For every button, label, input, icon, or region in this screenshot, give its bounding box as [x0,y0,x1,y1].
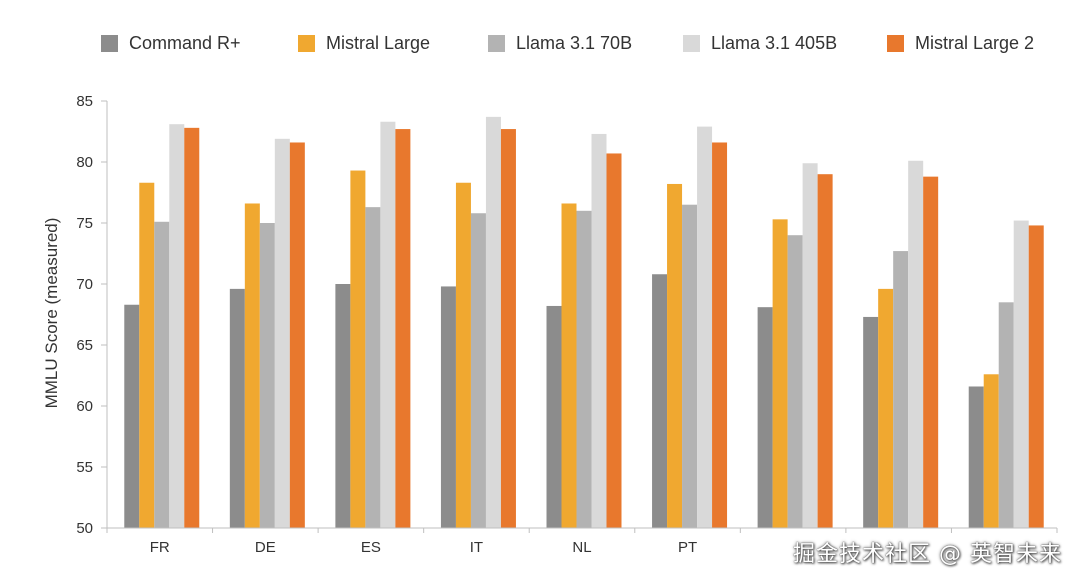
y-axis: 50 55 60 65 70 75 80 85 [76,93,108,537]
y-tick-label: 70 [76,276,93,293]
bar [485,116,501,529]
bar [365,207,381,528]
bar [998,302,1014,528]
bar [878,288,894,528]
legend: Command R+ Mistral Large Llama 3.1 70B Llam… [101,33,1034,53]
bar [259,223,275,528]
bar [787,235,803,528]
bar [983,374,999,528]
bar [772,219,788,528]
x-tick-label: DE [255,539,276,556]
bar [169,124,185,529]
y-tick-label: 75 [76,215,93,232]
bar [757,307,773,528]
legend-label: Llama 3.1 70B [516,33,632,53]
x-tick-label: ES [361,539,381,556]
x-axis: FR DE ES IT NL PT [106,527,1058,556]
bar [500,129,516,528]
bar [395,129,411,528]
bar [380,121,396,529]
bar [863,316,879,528]
bar [335,284,351,528]
bar [923,176,939,528]
bar [184,127,200,528]
legend-swatch [488,35,505,52]
bar [154,221,170,528]
legend-swatch [683,35,700,52]
bar [817,174,833,528]
bar [682,204,698,528]
bar [350,170,366,529]
y-tick-label: 50 [76,520,93,537]
bar [697,126,713,529]
y-tick-label: 80 [76,154,93,171]
legend-label: Mistral Large 2 [915,33,1034,53]
bar [440,286,456,528]
bar [667,183,683,528]
bar [139,182,155,529]
y-axis-title: MMLU Score (measured) [42,218,61,409]
legend-swatch [101,35,118,52]
bar [124,304,140,528]
x-tick-label: NL [572,539,591,556]
legend-swatch [887,35,904,52]
y-tick-label: 65 [76,337,93,354]
bars [124,116,1044,529]
bar [802,163,818,528]
bar [274,138,290,528]
y-tick-label: 85 [76,93,93,110]
bar [968,386,984,528]
bar [455,182,471,529]
bar [712,142,728,529]
legend-label: Command R+ [129,33,241,53]
x-tick-label: FR [150,539,170,556]
bar [470,213,486,529]
bar [289,142,305,529]
bar [1013,220,1029,528]
bar [561,203,577,529]
y-tick-label: 55 [76,459,93,476]
bar [576,210,592,529]
legend-label: Llama 3.1 405B [711,33,837,53]
watermark: 掘金技术社区 @ 英智未来 [793,542,1062,567]
y-tick-label: 60 [76,398,93,415]
legend-label: Mistral Large [326,33,430,53]
x-tick-label: PT [678,539,697,556]
bar [606,153,622,528]
legend-swatch [298,35,315,52]
bar [893,251,909,528]
bar [244,203,260,529]
bar [908,160,924,528]
bar [229,288,245,528]
bar [546,305,562,528]
x-tick-label: IT [470,539,483,556]
bar [652,274,668,528]
bar [591,133,607,528]
bar [1028,225,1044,528]
